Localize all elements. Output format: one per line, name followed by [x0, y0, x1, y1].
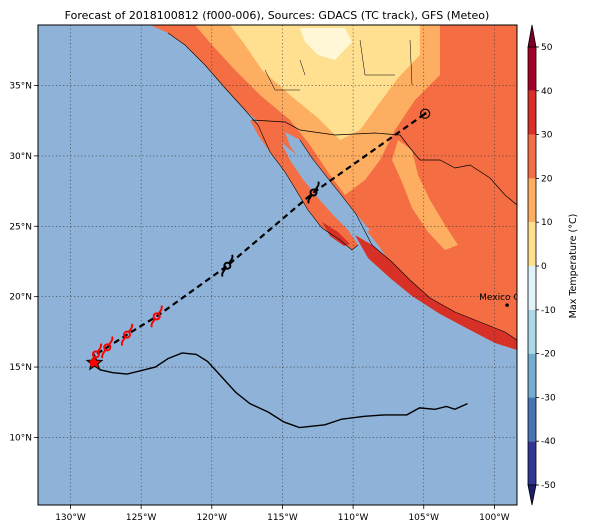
y-tick-label: 35°N — [9, 82, 32, 92]
x-tick-label: 110°W — [338, 513, 369, 523]
colorbar-band — [528, 134, 536, 179]
colorbar-tick-label: 0 — [541, 262, 547, 272]
x-tick-label: 115°W — [267, 513, 298, 523]
colorbar: -50 -40 -30 -20 -10 0 10 20 30 40 50 Max Temperatu… — [527, 24, 579, 506]
land-baja-california — [250, 120, 358, 250]
gulf-of-california — [285, 132, 370, 234]
y-tick-label: 10°N — [9, 433, 32, 443]
colorbar-tick-label: -30 — [541, 393, 556, 403]
colorbar-band — [528, 353, 536, 398]
city-label: Mexico Cit — [479, 293, 526, 303]
land-sierra-madre — [392, 140, 458, 250]
colorbar-max-arrow — [527, 24, 537, 48]
colorbar-tick-label: -40 — [541, 437, 556, 447]
map-frame — [37, 24, 518, 506]
past-track — [93, 352, 468, 429]
land-highlands-cooler — [230, 25, 420, 140]
colorbar-tick-label: 10 — [541, 218, 553, 228]
cyclone-icon — [221, 254, 234, 277]
land-layer — [150, 25, 517, 350]
city-layer: Mexico Cit — [479, 293, 526, 307]
colorbar-tick-label: -20 — [541, 350, 556, 360]
x-tick-label: 105°W — [408, 513, 439, 523]
land-hot-baja-tip — [322, 222, 350, 246]
coastline — [167, 32, 359, 251]
landfall-circle-icon — [420, 108, 431, 119]
colorbar-band — [528, 178, 536, 223]
land-hot-coast — [355, 235, 517, 350]
map-panel: Mexico Cit 130°W 125°W 120°W 115°W 110°W 105°… — [9, 24, 526, 523]
x-axis-ticks: 130°W 125°W 120°W 115°W 110°W 105°W 100°W — [55, 505, 510, 523]
colorbar-band — [528, 266, 536, 310]
y-tick-label: 20°N — [9, 293, 32, 303]
x-tick-label: 100°W — [479, 513, 510, 523]
colorbar-bands — [528, 47, 536, 485]
cyclone-icon-red — [89, 343, 103, 366]
coastline-mainland — [299, 139, 517, 341]
state-border — [264, 39, 413, 91]
map-gridlines — [38, 25, 517, 505]
x-tick-label: 120°W — [197, 513, 228, 523]
colorbar-band — [528, 222, 536, 266]
colorbar-band — [528, 397, 536, 442]
past-track-line — [93, 352, 468, 429]
colorbar-band — [528, 309, 536, 354]
y-tick-label: 30°N — [9, 152, 32, 162]
cyclone-icon — [307, 181, 320, 204]
land-snowy-peaks — [300, 28, 352, 60]
colorbar-tick-label: 50 — [541, 43, 553, 53]
colorbar-tick-label: -50 — [541, 481, 556, 491]
cyclone-icon-red — [101, 336, 114, 359]
cyclone-icon-red — [150, 305, 163, 328]
x-tick-label: 130°W — [55, 513, 86, 523]
colorbar-band — [528, 90, 536, 135]
colorbar-min-arrow — [527, 484, 537, 506]
colorbar-tick-label: -10 — [541, 306, 556, 316]
figure-title: Forecast of 2018100812 (f000-006), Sourc… — [65, 9, 490, 22]
y-tick-label: 25°N — [9, 222, 32, 232]
colorbar-band — [528, 47, 536, 91]
us-mexico-border — [251, 119, 517, 206]
colorbar-label: Max Temperature (°C) — [568, 214, 579, 319]
y-axis-ticks: 10°N 15°N 20°N 25°N 30°N 35°N — [9, 82, 38, 443]
cyclone-icon-red — [120, 323, 134, 346]
city-marker — [505, 303, 509, 307]
y-tick-label: 15°N — [9, 363, 32, 373]
colorbar-tick-label: 40 — [541, 87, 553, 97]
star-current-position-icon — [85, 353, 104, 371]
colorbar-tick-label: 20 — [541, 174, 553, 184]
forecast-track — [85, 108, 431, 371]
colorbar-band — [528, 441, 536, 485]
x-tick-label: 125°W — [126, 513, 157, 523]
colorbar-ticks: -50 -40 -30 -20 -10 0 10 20 30 40 50 — [536, 43, 556, 491]
colorbar-tick-label: 30 — [541, 131, 553, 141]
